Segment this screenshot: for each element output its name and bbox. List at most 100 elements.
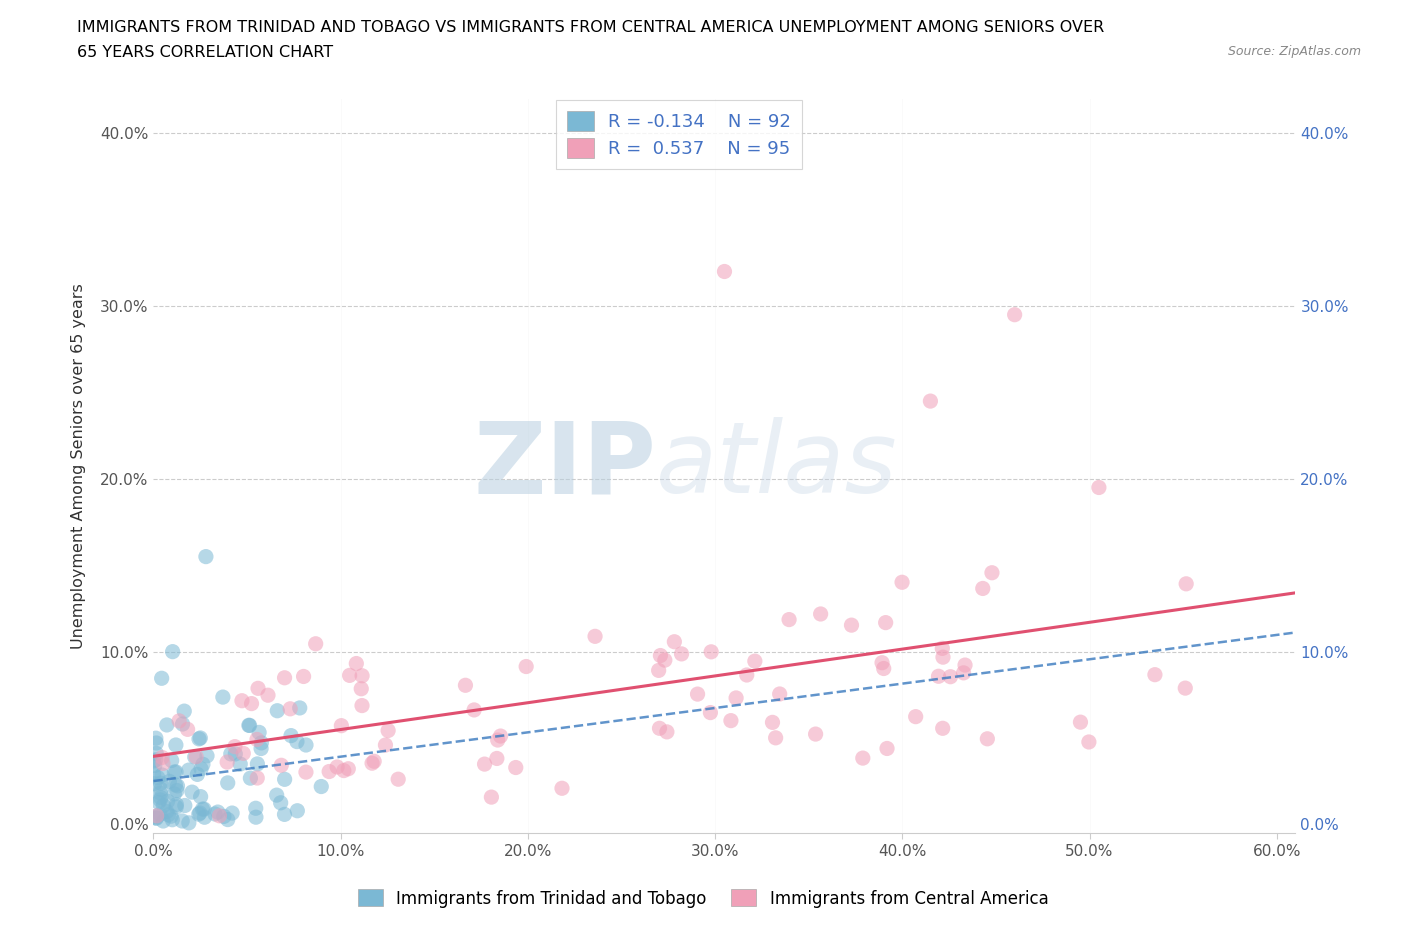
Text: IMMIGRANTS FROM TRINIDAD AND TOBAGO VS IMMIGRANTS FROM CENTRAL AMERICA UNEMPLOYM: IMMIGRANTS FROM TRINIDAD AND TOBAGO VS I…	[77, 20, 1105, 35]
Point	[156, 804, 179, 819]
Point	[146, 770, 169, 785]
Point	[145, 811, 167, 826]
Point	[505, 760, 527, 775]
Point	[953, 658, 976, 672]
Point	[229, 757, 252, 772]
Point	[841, 618, 863, 632]
Point	[1175, 577, 1198, 591]
Point	[363, 754, 385, 769]
Point	[295, 764, 318, 779]
Point	[245, 810, 267, 825]
Point	[337, 762, 360, 777]
Point	[270, 758, 292, 773]
Point	[204, 806, 226, 821]
Point	[150, 750, 173, 764]
Point	[686, 686, 709, 701]
Point	[217, 812, 239, 827]
Point	[212, 809, 235, 824]
Point	[217, 776, 239, 790]
Point	[339, 668, 361, 683]
Point	[931, 721, 953, 736]
Point	[165, 764, 187, 779]
Point	[551, 781, 574, 796]
Point	[172, 717, 194, 732]
Point	[186, 750, 208, 764]
Point	[191, 802, 214, 817]
Point	[195, 749, 218, 764]
Point	[1077, 735, 1099, 750]
Legend: R = -0.134    N = 92, R =  0.537    N = 95: R = -0.134 N = 92, R = 0.537 N = 95	[555, 100, 801, 169]
Point	[166, 783, 188, 798]
Point	[238, 718, 260, 733]
Point	[654, 653, 676, 668]
Point	[270, 795, 292, 810]
Point	[207, 804, 229, 819]
Point	[152, 798, 174, 813]
Point	[350, 682, 373, 697]
Point	[231, 693, 253, 708]
Point	[292, 669, 315, 684]
Point	[165, 737, 187, 752]
Point	[952, 666, 974, 681]
Point	[245, 801, 267, 816]
Point	[486, 733, 509, 748]
Point	[190, 762, 212, 777]
Point	[157, 774, 180, 789]
Point	[583, 629, 606, 644]
Point	[145, 808, 167, 823]
Point	[981, 565, 1004, 580]
Point	[266, 788, 288, 803]
Point	[149, 807, 172, 822]
Point	[145, 731, 167, 746]
Point	[163, 787, 186, 802]
Point	[217, 754, 239, 769]
Point	[295, 737, 318, 752]
Point	[875, 615, 897, 630]
Point	[873, 661, 896, 676]
Point	[288, 700, 311, 715]
Point	[239, 718, 262, 733]
Point	[769, 686, 792, 701]
Point	[904, 710, 927, 724]
Point	[700, 644, 723, 659]
Point	[891, 575, 914, 590]
Point	[157, 807, 180, 822]
Point	[162, 812, 184, 827]
Point	[699, 705, 721, 720]
Text: 65 YEARS CORRELATION CHART: 65 YEARS CORRELATION CHART	[77, 45, 333, 60]
Point	[188, 732, 211, 747]
Point	[648, 721, 671, 736]
Point	[377, 723, 399, 737]
Point	[246, 756, 269, 771]
Point	[165, 777, 187, 792]
Point	[257, 688, 280, 703]
Point	[278, 701, 301, 716]
Point	[387, 772, 409, 787]
Point	[247, 681, 270, 696]
Point	[305, 636, 328, 651]
Text: atlas: atlas	[657, 418, 897, 514]
Point	[142, 753, 165, 768]
Point	[280, 728, 302, 743]
Point	[374, 737, 396, 752]
Legend: Immigrants from Trinidad and Tobago, Immigrants from Central America: Immigrants from Trinidad and Tobago, Imm…	[352, 883, 1054, 914]
Point	[149, 776, 172, 790]
Point	[150, 782, 173, 797]
Point	[1069, 715, 1091, 730]
Point	[156, 718, 179, 733]
Point	[330, 718, 353, 733]
Point	[350, 698, 373, 713]
Point	[145, 746, 167, 761]
Point	[184, 750, 207, 764]
Point	[145, 736, 167, 751]
Point	[972, 581, 994, 596]
Point	[870, 656, 893, 671]
Point	[247, 725, 270, 740]
Point	[266, 703, 288, 718]
Point	[650, 648, 672, 663]
Point	[939, 670, 962, 684]
Point	[148, 795, 170, 810]
Point	[485, 751, 508, 766]
Point	[145, 752, 167, 767]
Point	[246, 771, 269, 786]
